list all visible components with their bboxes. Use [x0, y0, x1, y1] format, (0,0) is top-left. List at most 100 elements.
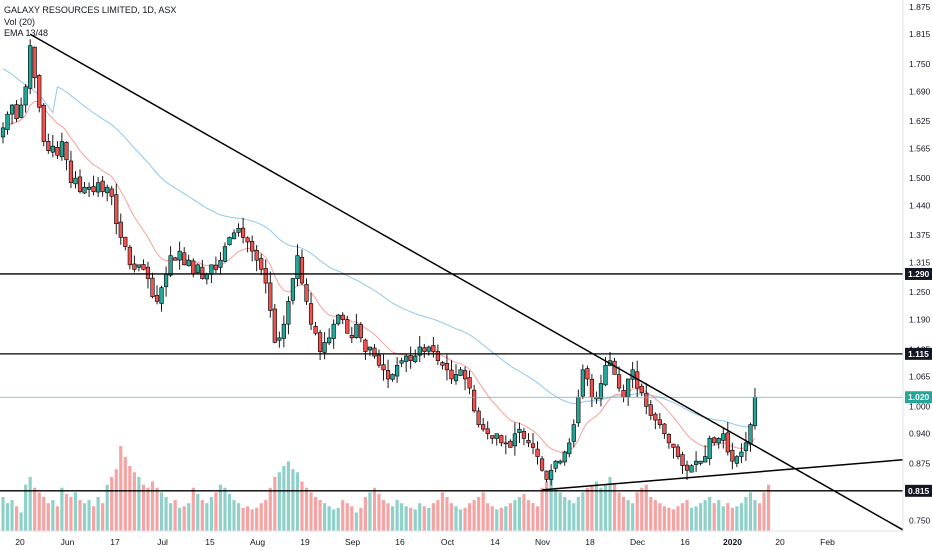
candle	[462, 366, 468, 391]
candle-body	[150, 277, 155, 298]
candle	[680, 451, 685, 474]
candle-body	[77, 176, 83, 193]
candle	[132, 255, 137, 273]
candle-body	[662, 423, 667, 435]
ema-indicator-label[interactable]: EMA 13/48	[4, 28, 49, 38]
candle-body	[363, 339, 368, 352]
candle	[290, 277, 296, 305]
volume-bar	[635, 492, 639, 531]
volume-bar	[486, 503, 490, 531]
candle	[562, 450, 567, 466]
time-tick-label: 18	[585, 537, 595, 547]
volume-indicator-label[interactable]: Vol (20)	[4, 16, 36, 27]
ema-48-line	[2, 68, 756, 428]
candle	[19, 97, 24, 119]
volume-bar	[227, 493, 232, 531]
candle	[145, 261, 151, 289]
volume-bar	[508, 503, 512, 531]
candle-body	[476, 410, 481, 425]
candle-body	[209, 264, 214, 275]
candle-body	[517, 428, 522, 433]
candle-body	[472, 389, 477, 412]
volume-bar	[622, 497, 626, 531]
volume-bar	[110, 476, 114, 531]
candle	[616, 366, 622, 392]
candle-body	[59, 141, 64, 158]
volume-bar	[680, 503, 685, 531]
volume-bar	[558, 492, 562, 531]
candle	[598, 374, 604, 407]
candle-body	[82, 186, 87, 194]
volume-bar	[141, 484, 146, 531]
candle-body	[250, 240, 255, 252]
candle-body	[390, 374, 395, 380]
volume-bar	[341, 500, 345, 531]
volume-bar	[490, 506, 494, 531]
candle	[526, 433, 531, 448]
candle	[435, 344, 440, 366]
candle	[313, 321, 318, 336]
candle	[277, 331, 282, 348]
candle	[100, 175, 105, 197]
volume-bar	[132, 472, 136, 531]
candle-body	[571, 424, 576, 442]
candle	[576, 389, 581, 427]
candle	[367, 346, 373, 357]
candle-body	[539, 458, 545, 471]
candle	[499, 434, 504, 447]
volume-bar	[590, 484, 594, 531]
price-tick-label: 1.500	[909, 173, 931, 183]
candle	[168, 246, 173, 278]
price-tick-label: 1.065	[909, 372, 931, 382]
price-badge	[905, 267, 932, 280]
candle-body	[675, 446, 681, 457]
volume-bar	[169, 503, 173, 531]
volume-bar	[721, 506, 725, 531]
candle-body	[458, 369, 463, 376]
candle	[481, 418, 486, 432]
candle-body	[739, 451, 744, 457]
candle-body	[413, 355, 418, 363]
candle-body	[345, 319, 350, 334]
candle	[286, 296, 291, 335]
symbol-title[interactable]: GALAXY RESOURCES LIMITED, 1D, ASX	[4, 5, 177, 15]
candle	[399, 357, 404, 368]
candle-body	[50, 145, 55, 153]
candle	[467, 370, 472, 395]
candle-body	[123, 236, 128, 247]
candle-body	[159, 287, 164, 304]
candle-body	[558, 460, 563, 464]
volume-bar	[526, 500, 531, 531]
candle	[490, 435, 495, 444]
candle	[589, 374, 594, 408]
candle	[698, 460, 703, 466]
price-badge	[905, 347, 932, 360]
volume-bar	[313, 497, 318, 531]
volume-bar	[350, 506, 354, 531]
time-tick-label: Nov	[535, 537, 551, 547]
candle	[675, 444, 681, 460]
uptrend-line	[542, 458, 904, 491]
candle-body	[576, 396, 581, 424]
volume-bar	[60, 487, 64, 531]
volume-bar	[69, 497, 73, 531]
candle-body	[748, 424, 753, 445]
volume-bar	[748, 492, 753, 531]
volume-bar	[658, 503, 662, 531]
candle	[748, 422, 753, 452]
candle-body	[512, 433, 517, 447]
volume-bar	[400, 503, 404, 531]
candle	[530, 432, 536, 455]
volume-bar	[173, 500, 177, 531]
candle	[32, 46, 37, 89]
candle	[743, 431, 749, 461]
volume-bar	[458, 509, 463, 531]
volume-bar	[5, 503, 10, 531]
volume-bar	[545, 481, 549, 531]
volume-bar	[540, 487, 544, 531]
chart-legend: GALAXY RESOURCES LIMITED, 1D, ASX Vol (2…	[4, 5, 176, 40]
volume-bar	[390, 506, 395, 531]
candle-body	[422, 347, 427, 352]
volume-bar	[28, 476, 32, 531]
